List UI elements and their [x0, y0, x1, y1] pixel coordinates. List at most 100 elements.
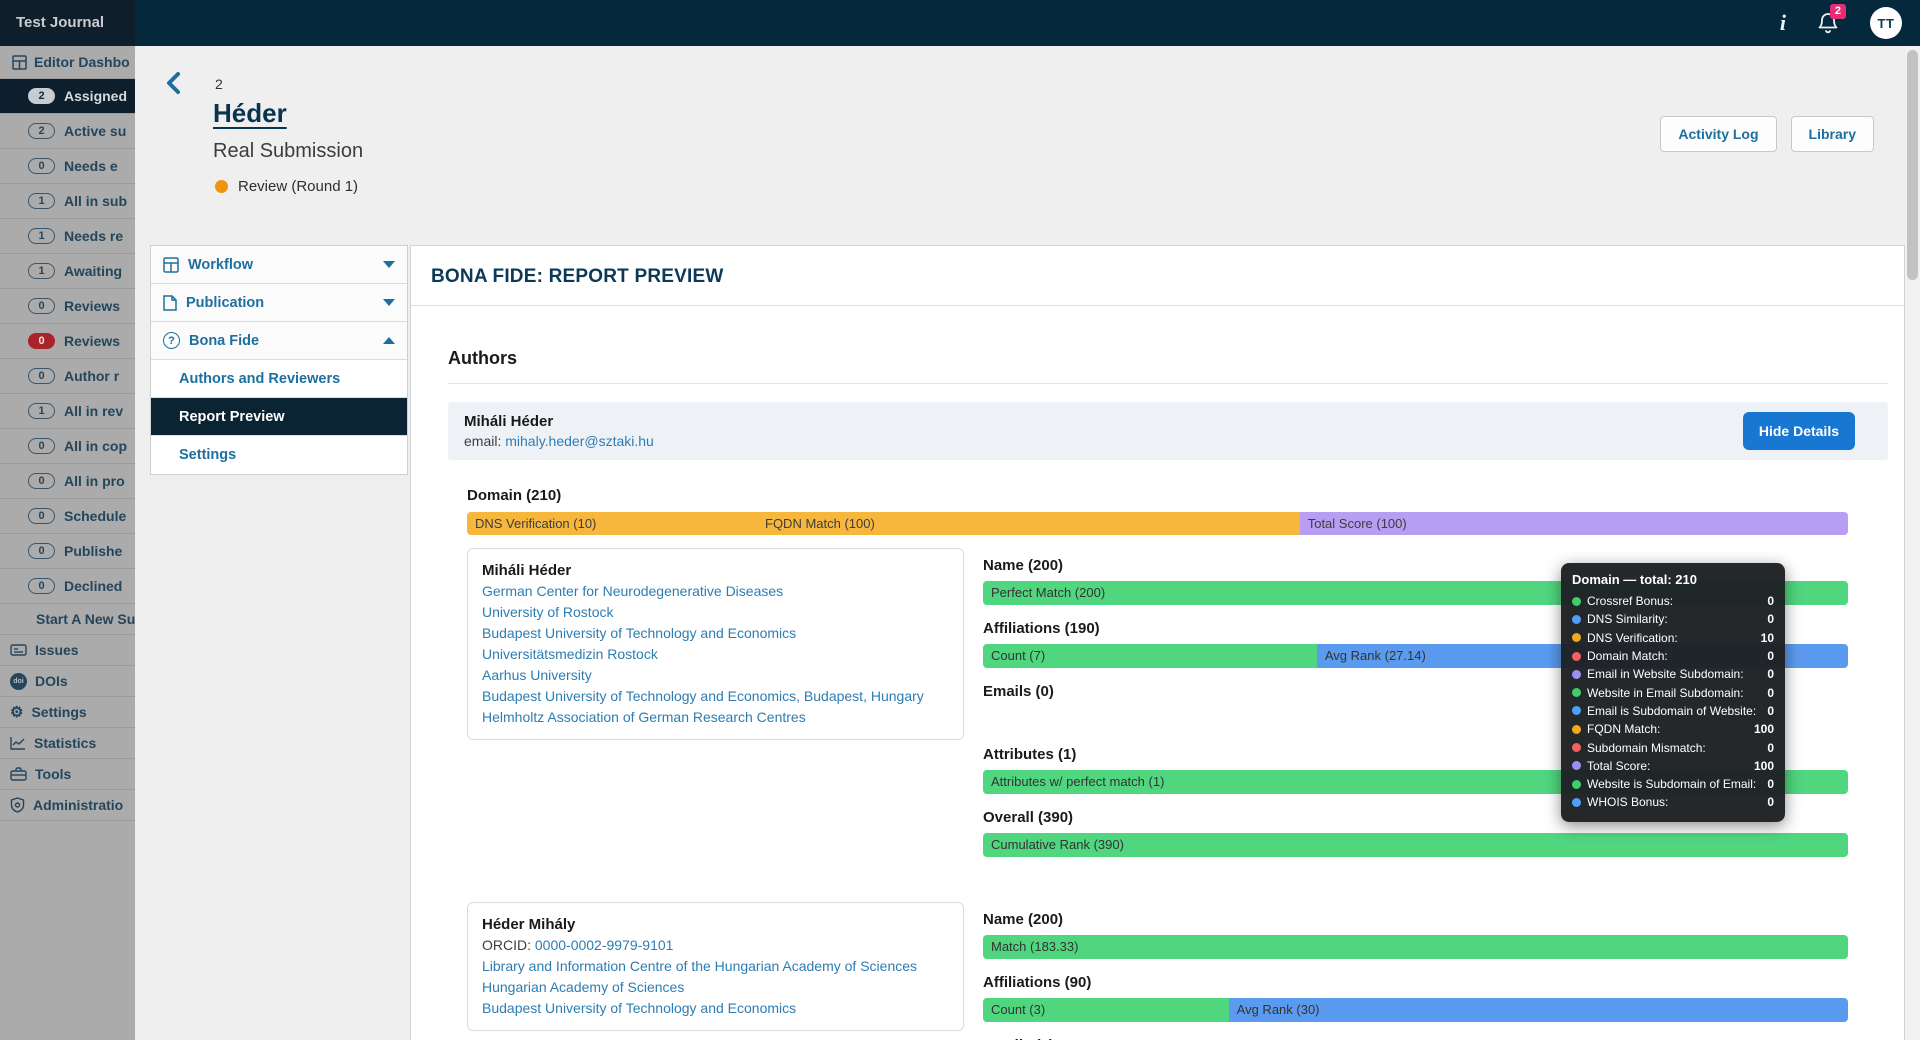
metric-label: Affiliations (90) [983, 974, 1848, 991]
sidebar-item-label: Reviews [64, 333, 120, 349]
tab-workflow[interactable]: Workflow [151, 246, 407, 284]
sidebar-item-reviews[interactable]: 0 Reviews [0, 289, 135, 324]
chevron-down-icon [383, 261, 395, 268]
sidebar-item-label: Active su [64, 123, 126, 139]
scrollbar-thumb[interactable] [1907, 50, 1918, 280]
tab-report-preview[interactable]: Report Preview [151, 398, 407, 436]
sidebar-item-dois[interactable]: doi DOIs [0, 666, 135, 697]
profile-card: Miháli Héder German Center for Neurodege… [467, 548, 964, 740]
affiliation-link[interactable]: University of Rostock [482, 604, 613, 620]
profile-row: Héder Mihály ORCID: 0000-0002-9979-9101 … [467, 902, 1848, 1040]
sidebar-item-all-in-submission[interactable]: 1 All in sub [0, 184, 135, 219]
count-badge: 1 [28, 193, 55, 209]
sidebar-item-editor-dashboard[interactable]: Editor Dashbo [0, 46, 135, 79]
affiliation-link[interactable]: Aarhus University [482, 667, 592, 683]
affiliation-link[interactable]: Universitätsmedizin Rostock [482, 646, 658, 662]
journal-name[interactable]: Test Journal [0, 0, 135, 46]
dot-icon [1572, 798, 1581, 807]
tooltip-label: DNS Similarity: [1587, 612, 1767, 626]
count-badge: 0 [28, 368, 55, 384]
author-email-link[interactable]: mihaly.heder@sztaki.hu [505, 433, 654, 449]
sidebar-item-label: All in sub [64, 193, 127, 209]
metric-bar-affiliations: Count (3) Avg Rank (30) [983, 998, 1848, 1022]
sidebar-item-needs-editor[interactable]: 0 Needs e [0, 149, 135, 184]
library-button[interactable]: Library [1791, 116, 1874, 152]
sidebar-item-issues[interactable]: Issues [0, 635, 135, 666]
tab-publication[interactable]: Publication [151, 284, 407, 322]
tooltip-label: Email is Subdomain of Website: [1587, 704, 1767, 718]
count-badge: 0 [28, 298, 55, 314]
bar-segment: Cumulative Rank (390) [983, 833, 1848, 857]
tooltip-label: Crossref Bonus: [1587, 594, 1767, 608]
domain-score-tooltip: Domain — total: 210 Crossref Bonus:0 DNS… [1561, 563, 1785, 822]
orcid-label: ORCID: [482, 937, 531, 953]
author-summary-card: Miháli Héder email: mihaly.heder@sztaki.… [448, 402, 1888, 460]
info-icon[interactable]: i [1780, 12, 1786, 34]
tooltip-label: Domain Match: [1587, 649, 1767, 663]
tab-authors-and-reviewers[interactable]: Authors and Reviewers [151, 360, 407, 398]
tooltip-value: 0 [1767, 777, 1774, 791]
sidebar-item-needs-reviewers[interactable]: 1 Needs re [0, 219, 135, 254]
count-badge: 0 [28, 473, 55, 489]
sidebar-item-awaiting[interactable]: 1 Awaiting [0, 254, 135, 289]
dashboard-icon [12, 55, 27, 70]
sidebar-item-tools[interactable]: Tools [0, 759, 135, 790]
affiliation-link[interactable]: Budapest University of Technology and Ec… [482, 1000, 796, 1016]
sidebar-item-all-in-copyediting[interactable]: 0 All in cop [0, 429, 135, 464]
sidebar-item-start-new-submission[interactable]: Start A New Su [0, 604, 135, 635]
bar-segment: Match (183.33) [983, 935, 1848, 959]
tab-bona-fide[interactable]: ? Bona Fide [151, 322, 407, 360]
sidebar-item-administration[interactable]: Administratio [0, 790, 135, 821]
sidebar-item-settings[interactable]: ⚙ Settings [0, 697, 135, 728]
page-title[interactable]: Héder [213, 98, 287, 129]
tooltip-value: 100 [1754, 722, 1774, 736]
dot-icon [1572, 780, 1581, 789]
dot-icon [1572, 706, 1581, 715]
email-label: email: [464, 433, 501, 449]
affiliation-link[interactable]: Budapest University of Technology and Ec… [482, 625, 796, 641]
sidebar-item-declined[interactable]: 0 Declined [0, 569, 135, 604]
dot-icon [1572, 688, 1581, 697]
orcid-link[interactable]: 0000-0002-9979-9101 [535, 937, 674, 953]
sidebar-item-assigned[interactable]: 2 Assigned [0, 79, 135, 114]
sidebar-item-active-submissions[interactable]: 2 Active su [0, 114, 135, 149]
statistics-icon [10, 736, 26, 750]
sidebar-item-all-in-review[interactable]: 1 All in rev [0, 394, 135, 429]
chevron-down-icon [383, 299, 395, 306]
notifications-button[interactable]: 2 [1816, 11, 1840, 35]
affiliation-link[interactable]: Helmholtz Association of German Research… [482, 709, 806, 725]
affiliation-link[interactable]: Library and Information Centre of the Hu… [482, 958, 917, 974]
sidebar-item-label: Tools [35, 766, 71, 782]
tooltip-value: 0 [1767, 649, 1774, 663]
hide-details-button[interactable]: Hide Details [1743, 412, 1855, 450]
affiliation-link[interactable]: Hungarian Academy of Sciences [482, 979, 684, 995]
authors-section-heading: Authors [448, 348, 1888, 384]
tooltip-value: 0 [1767, 741, 1774, 755]
tab-label: Report Preview [179, 409, 285, 425]
profile-name: Héder Mihály [482, 914, 949, 935]
domain-score-bar: DNS Verification (10) FQDN Match (100) T… [467, 512, 1848, 535]
bar-segment: Count (3) [983, 998, 1229, 1022]
sidebar-item-author-revisions[interactable]: 0 Author r [0, 359, 135, 394]
tab-bona-fide-settings[interactable]: Settings [151, 436, 407, 474]
affiliation-link[interactable]: Budapest University of Technology and Ec… [482, 688, 924, 704]
tooltip-label: WHOIS Bonus: [1587, 795, 1767, 809]
tooltip-value: 0 [1767, 704, 1774, 718]
back-button[interactable] [164, 72, 183, 94]
dot-icon [1572, 597, 1581, 606]
sidebar-item-published[interactable]: 0 Publishe [0, 534, 135, 569]
bar-segment-fqdn-match: FQDN Match (100) [757, 512, 1300, 535]
scrollbar[interactable] [1905, 46, 1920, 1040]
activity-log-button[interactable]: Activity Log [1660, 116, 1776, 152]
sidebar-item-scheduled[interactable]: 0 Schedule [0, 499, 135, 534]
chevron-up-icon [383, 337, 395, 344]
issues-icon [10, 643, 27, 657]
affiliation-link[interactable]: German Center for Neurodegenerative Dise… [482, 583, 783, 599]
sidebar-item-statistics[interactable]: Statistics [0, 728, 135, 759]
count-badge: 1 [28, 228, 55, 244]
avatar[interactable]: TT [1870, 7, 1902, 39]
sidebar-item-reviews-overdue[interactable]: 0 Reviews [0, 324, 135, 359]
gear-icon: ⚙ [10, 705, 23, 720]
tooltip-label: Email in Website Subdomain: [1587, 667, 1767, 681]
sidebar-item-all-in-production[interactable]: 0 All in pro [0, 464, 135, 499]
